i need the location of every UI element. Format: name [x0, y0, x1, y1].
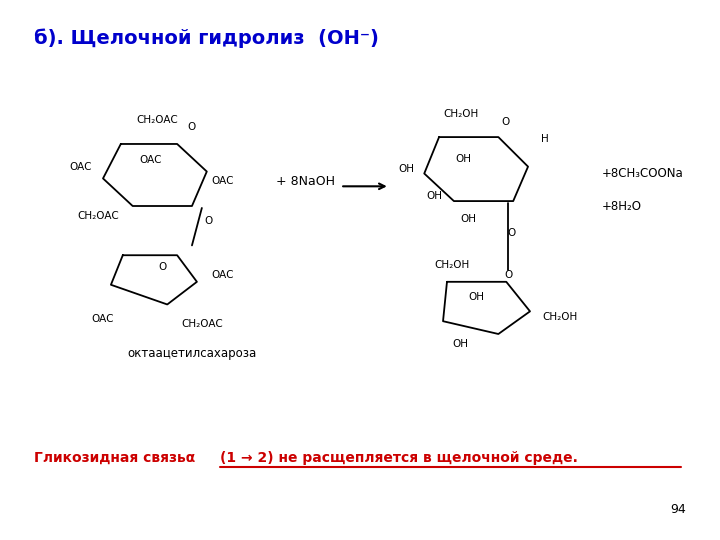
Text: OH: OH [426, 191, 442, 201]
Text: (1 → 2) не расщепляется в щелочной среде.: (1 → 2) не расщепляется в щелочной среде… [220, 451, 577, 465]
Text: OH: OH [453, 339, 469, 349]
Text: O: O [504, 270, 513, 280]
Text: + 8NaOH: + 8NaOH [276, 175, 335, 188]
Text: CH₂OAC: CH₂OAC [77, 211, 119, 221]
Text: OAC: OAC [91, 314, 114, 324]
Text: CH₂OH: CH₂OH [444, 110, 479, 119]
Text: OH: OH [456, 154, 472, 164]
Text: CH₂OH: CH₂OH [543, 312, 578, 322]
Text: CH₂OAC: CH₂OAC [137, 116, 179, 125]
Text: O: O [507, 227, 516, 238]
Text: б). Щелочной гидролиз  (OH⁻): б). Щелочной гидролиз (OH⁻) [34, 29, 379, 49]
Text: O: O [501, 117, 510, 127]
Text: OAC: OAC [139, 155, 162, 165]
Text: OAC: OAC [70, 161, 92, 172]
Text: O: O [158, 262, 166, 272]
Text: +8H₂O: +8H₂O [602, 199, 642, 213]
Text: OH: OH [398, 164, 415, 173]
Text: октаацетилсахароза: октаацетилсахароза [127, 347, 257, 360]
Text: OAC: OAC [212, 177, 234, 186]
Text: H: H [541, 134, 549, 144]
Text: OH: OH [461, 214, 477, 224]
Text: CH₂OAC: CH₂OAC [181, 319, 222, 329]
Text: 94: 94 [670, 503, 686, 516]
Text: O: O [204, 216, 213, 226]
Text: CH₂OH: CH₂OH [434, 260, 469, 270]
Text: Гликозидная связьα: Гликозидная связьα [34, 451, 195, 465]
Text: OAC: OAC [212, 270, 234, 280]
Text: O: O [188, 122, 196, 132]
Text: OH: OH [469, 292, 485, 301]
Text: +8CH₃COONa: +8CH₃COONa [602, 167, 684, 180]
